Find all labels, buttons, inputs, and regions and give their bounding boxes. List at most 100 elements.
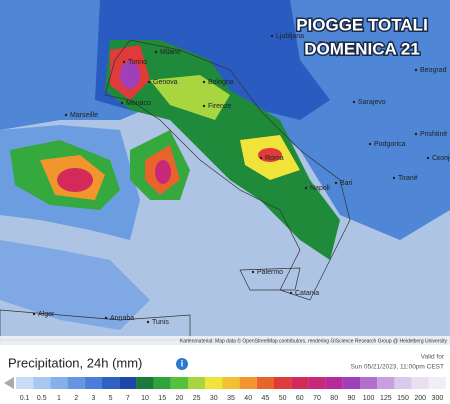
- legend-label: 7: [126, 395, 130, 402]
- legend-title: Precipitation, 24h (mm): [8, 355, 142, 370]
- legend-swatch: [308, 377, 326, 389]
- legend-swatch: [394, 377, 412, 389]
- attribution: Kartenmaterial: Map data © OpenStreetMap…: [180, 337, 448, 344]
- map-title: DOMENICA 21: [304, 39, 420, 58]
- legend-swatch: [360, 377, 378, 389]
- rain-heavy: [155, 160, 171, 184]
- city-dot: [259, 156, 263, 160]
- city-dot: [392, 176, 396, 180]
- legend-swatch: [274, 377, 292, 389]
- coastline: [239, 267, 301, 291]
- city-label: Zagreb: [318, 41, 340, 48]
- city-dot: [104, 316, 108, 320]
- city-label: Tiranë: [398, 175, 418, 182]
- legend-label: 35: [227, 395, 235, 402]
- legend-swatch: [84, 377, 102, 389]
- legend-label: 45: [262, 395, 270, 402]
- city-dot: [426, 156, 430, 160]
- legend-label: 5: [109, 395, 113, 402]
- legend-label: 100: [363, 395, 375, 402]
- legend-label: 20: [176, 395, 184, 402]
- city-dot: [64, 113, 68, 117]
- city-dot: [32, 312, 36, 316]
- city-label: Prishtinë: [420, 131, 447, 138]
- city-label: Catania: [295, 290, 319, 297]
- valid-time: Sun 05/21/2023, 11:00pm CEST: [351, 364, 444, 371]
- legend-label: 70: [313, 395, 321, 402]
- legend-swatch: [188, 377, 206, 389]
- legend-label: 200: [414, 395, 426, 402]
- city-label: Milano: [160, 49, 181, 56]
- legend-swatch: [33, 377, 51, 389]
- city-label: Firenze: [208, 103, 231, 110]
- legend-label: 0.1: [20, 395, 30, 402]
- legend-label: 25: [193, 395, 201, 402]
- city-label: Bari: [340, 180, 353, 187]
- legend-label: 15: [158, 395, 166, 402]
- city-dot: [120, 101, 124, 105]
- legend-swatch: [136, 377, 154, 389]
- city-label: Tunis: [152, 319, 169, 326]
- legend-label: 30: [210, 395, 218, 402]
- rain-yellow: [150, 75, 230, 120]
- legend-label: 90: [348, 395, 356, 402]
- legend-swatch: [170, 377, 188, 389]
- city-label: Sarajevo: [358, 99, 386, 106]
- city-label: Palermo: [257, 269, 283, 276]
- rain-light: [0, 240, 150, 330]
- legend-swatch: [16, 377, 34, 389]
- city-label: Marseille: [70, 112, 98, 119]
- legend-label: 10: [141, 395, 149, 402]
- legend-swatch: [205, 377, 223, 389]
- city-dot: [146, 320, 150, 324]
- info-icon[interactable]: [176, 358, 188, 370]
- legend-swatch: [428, 377, 446, 389]
- city-label: Скопје: [432, 155, 450, 162]
- legend-swatch: [325, 377, 343, 389]
- city-dot: [202, 80, 206, 84]
- city-dot: [414, 132, 418, 136]
- legend-swatch: [119, 377, 137, 389]
- legend-label: 80: [330, 395, 338, 402]
- legend-swatch: [411, 377, 429, 389]
- city-dot: [122, 60, 126, 64]
- legend-scale: 0.1 0.5 1 2 3 5 7 10 15 20 25 30 35 40 45 50 60 70 80 90 100…: [16, 377, 446, 402]
- legend-label: 300: [432, 395, 444, 402]
- city-dot: [368, 142, 372, 146]
- city-label: Genova: [153, 79, 178, 86]
- city-label: Beograd: [420, 67, 447, 74]
- city-label: Monaco: [126, 100, 151, 107]
- city-dot: [154, 50, 158, 54]
- city-label: Ljubljana: [276, 33, 304, 40]
- info-icon-glyph[interactable]: i: [181, 358, 184, 368]
- map-title: PIOGGE TOTALI: [296, 15, 428, 34]
- rain-heavy: [258, 148, 282, 162]
- city-label: Podgorica: [374, 141, 406, 148]
- attribution-bg: [0, 336, 450, 345]
- city-dot: [270, 34, 274, 38]
- legend-label: 60: [296, 395, 304, 402]
- legend-arrow: [4, 377, 14, 389]
- city-dot: [202, 104, 206, 108]
- city-label: Annaba: [110, 315, 134, 322]
- legend-label: 150: [397, 395, 409, 402]
- city-labels: Ljubljana Zagreb Beograd Milano Torino Genova…: [32, 33, 450, 326]
- legend-label: 50: [279, 395, 287, 402]
- city-label: Napoli: [310, 185, 330, 192]
- legend-swatch: [239, 377, 257, 389]
- valid-label: Valid for: [421, 354, 445, 361]
- city-label: Bologna: [208, 79, 234, 86]
- legend-label: 125: [380, 395, 392, 402]
- city-label: Torino: [128, 59, 147, 66]
- legend-swatch: [256, 377, 274, 389]
- coastline: [0, 309, 191, 341]
- legend-swatch: [291, 377, 309, 389]
- legend-label: 40: [244, 395, 252, 402]
- rain-extreme: [120, 61, 140, 89]
- city-label: Alger: [38, 311, 55, 318]
- rain-heavy: [57, 168, 93, 192]
- city-dot: [414, 68, 418, 72]
- legend-swatch: [377, 377, 395, 389]
